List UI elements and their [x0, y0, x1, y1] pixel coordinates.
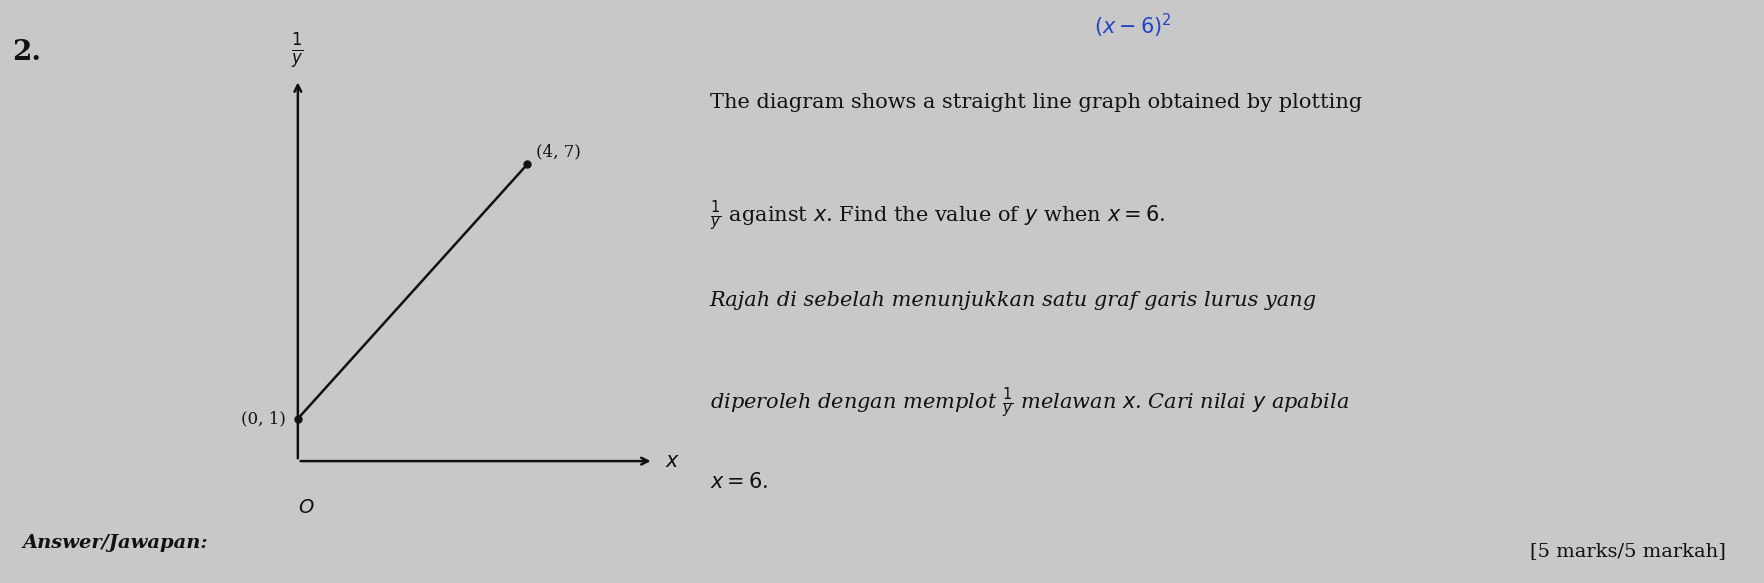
Text: $\frac{1}{y}$: $\frac{1}{y}$ [291, 32, 303, 71]
Text: (4, 7): (4, 7) [536, 143, 580, 160]
Text: Rajah di sebelah menunjukkan satu graf garis lurus yang: Rajah di sebelah menunjukkan satu graf g… [709, 292, 1316, 311]
Text: The diagram shows a straight line graph obtained by plotting: The diagram shows a straight line graph … [709, 93, 1360, 113]
Text: [5 marks/5 markah]: [5 marks/5 markah] [1529, 542, 1725, 560]
Text: 2.: 2. [12, 39, 41, 66]
Text: diperoleh dengan memplot $\frac{1}{y}$ melawan $x$. Cari nilai $y$ apabila: diperoleh dengan memplot $\frac{1}{y}$ m… [709, 385, 1348, 420]
Text: $x = 6$.: $x = 6$. [709, 472, 767, 492]
Text: $\frac{1}{y}$ against $x$. Find the value of $y$ when $x = 6$.: $\frac{1}{y}$ against $x$. Find the valu… [709, 198, 1164, 233]
Text: $x$: $x$ [665, 452, 679, 470]
Text: Answer/Jawapan:: Answer/Jawapan: [23, 534, 208, 552]
Text: $O$: $O$ [298, 499, 314, 517]
Text: $(x-6)^2$: $(x-6)^2$ [1094, 12, 1171, 40]
Text: (0, 1): (0, 1) [242, 410, 286, 427]
